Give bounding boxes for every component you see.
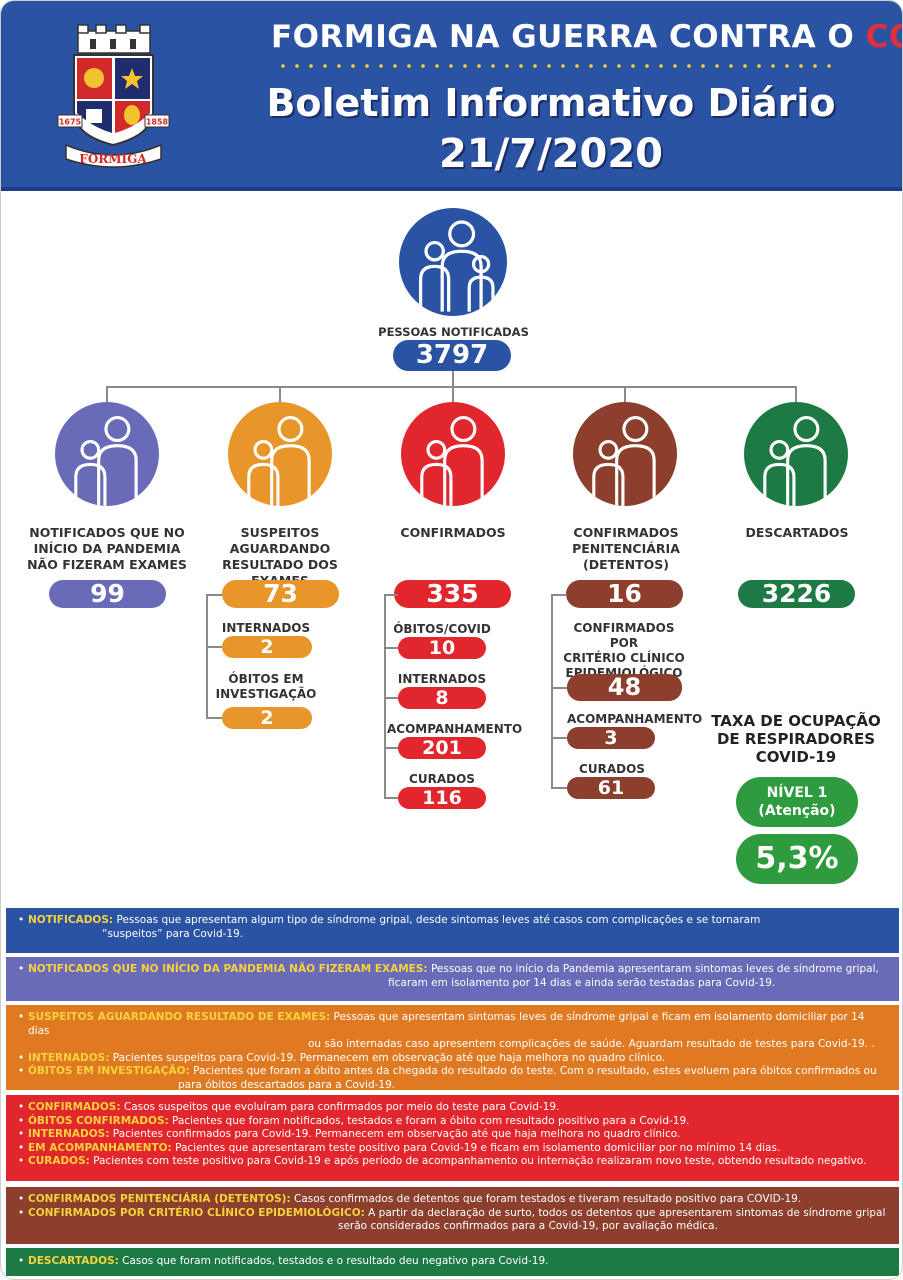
confirmed-tree-h3 xyxy=(384,747,398,749)
sublabel-prison-clinical: CONFIRMADOS POR CRITÉRIO CLÍNICO EPIDEMIOL… xyxy=(563,621,685,680)
people-group-icon xyxy=(399,208,507,316)
label-confirmed: CONFIRMADOS xyxy=(400,525,506,540)
sublabel-suspects-hospitalized: INTERNADOS xyxy=(221,621,311,635)
value-confirmed-monitoring: 201 xyxy=(398,737,486,759)
header-banner: 1675 1858 FORMIGA FORMIGA NA GUERRA CONT… xyxy=(1,1,902,191)
value-confirmed-deaths: 10 xyxy=(398,637,486,659)
notified-label: PESSOAS NOTIFICADAS xyxy=(378,325,529,339)
tree-stem xyxy=(452,371,454,387)
value-suspects: 73 xyxy=(222,580,339,608)
legend-suspects: SUSPEITOS AGUARDANDO RESULTADO DE EXAMES… xyxy=(6,1005,899,1091)
prison-tree-vertical xyxy=(551,594,553,788)
prison-tree-h1 xyxy=(551,687,567,689)
value-not-tested: 99 xyxy=(49,580,166,608)
sublabel-confirmed-deaths: ÓBITOS/COVID xyxy=(393,622,491,636)
tree-drop-1 xyxy=(106,386,108,404)
sublabel-confirmed-cured: CURADOS xyxy=(409,772,475,786)
category-icon-prison xyxy=(573,402,677,506)
crest-year-right: 1858 xyxy=(146,118,169,127)
suspects-tree-h1 xyxy=(206,646,222,648)
legend-prison: CONFIRMADOS PENITENCIÁRIA (DETENTOS): Ca… xyxy=(6,1187,899,1244)
crest-year-left: 1675 xyxy=(59,118,82,127)
city-crest-icon: 1675 1858 FORMIGA xyxy=(57,24,170,168)
suspects-tree-h2 xyxy=(206,717,222,719)
sublabel-prison-monitoring: ACOMPANHAMENTO xyxy=(567,712,703,726)
legend-notified: NOTIFICADOS: Pessoas que apresentam algu… xyxy=(6,908,899,953)
category-icon-not-tested xyxy=(55,402,159,506)
bulletin-date: 21/7/2020 xyxy=(438,131,664,177)
category-icon-suspects xyxy=(228,402,332,506)
tree-drop-2 xyxy=(279,386,281,404)
value-discarded: 3226 xyxy=(738,580,855,608)
sublabel-confirmed-monitoring: ACOMPANHAMENTO xyxy=(387,722,523,736)
crest-banner-text: FORMIGA xyxy=(79,152,147,166)
confirmed-tree-vertical xyxy=(384,594,386,798)
respirator-level: NÍVEL 1 (Atenção) xyxy=(736,777,858,827)
tree-drop-3 xyxy=(452,386,454,404)
confirmed-tree-h2 xyxy=(384,697,398,699)
category-icon-confirmed xyxy=(401,402,505,506)
value-suspects-deaths-investigation: 2 xyxy=(222,707,312,729)
label-discarded: DESCARTADOS xyxy=(745,525,849,540)
confirmed-tree-h0 xyxy=(384,594,398,596)
value-confirmed: 335 xyxy=(394,580,511,608)
respirator-title: TAXA DE OCUPAÇÃO DE RESPIRADORES COVID-19 xyxy=(711,712,881,766)
dotted-divider xyxy=(276,63,836,69)
sublabel-suspects-deaths-investigation: ÓBITOS EM INVESTIGAÇÃO xyxy=(215,672,317,701)
notified-value: 3797 xyxy=(393,340,511,371)
legend-discarded: DESCARTADOS: Casos que foram notificados… xyxy=(6,1248,899,1276)
value-prison-clinical: 48 xyxy=(567,674,682,701)
confirmed-tree-h1 xyxy=(384,647,398,649)
legend-not-tested: NOTIFICADOS QUE NO INÍCIO DA PANDEMIA NÃ… xyxy=(6,957,899,1001)
sublabel-confirmed-hospitalized: INTERNADOS xyxy=(397,672,487,686)
campaign-title: FORMIGA NA GUERRA CONTRA O CORONAVÍRUS xyxy=(271,19,902,55)
label-not-tested: NOTIFICADOS QUE NO INÍCIO DA PANDEMIA NÃO … xyxy=(27,525,187,572)
value-prison-monitoring: 3 xyxy=(567,727,655,749)
suspects-tree-vertical xyxy=(206,594,208,718)
respirator-rate: 5,3% xyxy=(736,834,858,884)
confirmed-tree-h4 xyxy=(384,797,398,799)
campaign-title-part1: FORMIGA NA GUERRA CONTRA O xyxy=(271,19,866,55)
value-prison: 16 xyxy=(566,580,683,608)
campaign-title-highlight: CORONAVÍRUS xyxy=(865,19,902,55)
category-icon-discarded xyxy=(744,402,848,506)
prison-tree-h2 xyxy=(551,737,567,739)
value-confirmed-cured: 116 xyxy=(398,787,486,809)
tree-drop-5 xyxy=(795,386,797,404)
sublabel-prison-cured: CURADOS xyxy=(579,762,645,776)
prison-tree-h0 xyxy=(551,594,567,596)
prison-tree-h3 xyxy=(551,787,567,789)
bulletin-subtitle: Boletim Informativo Diário xyxy=(266,81,836,125)
value-confirmed-hospitalized: 8 xyxy=(398,687,486,709)
tree-branch xyxy=(106,386,796,388)
label-prison: CONFIRMADOS PENITENCIÁRIA (DETENTOS) xyxy=(572,525,680,572)
legend-confirmed: CONFIRMADOS: Casos suspeitos que evoluír… xyxy=(6,1095,899,1181)
tree-drop-4 xyxy=(624,386,626,404)
value-prison-cured: 61 xyxy=(567,777,655,799)
value-suspects-hospitalized: 2 xyxy=(222,636,312,658)
suspects-tree-h0 xyxy=(206,594,222,596)
